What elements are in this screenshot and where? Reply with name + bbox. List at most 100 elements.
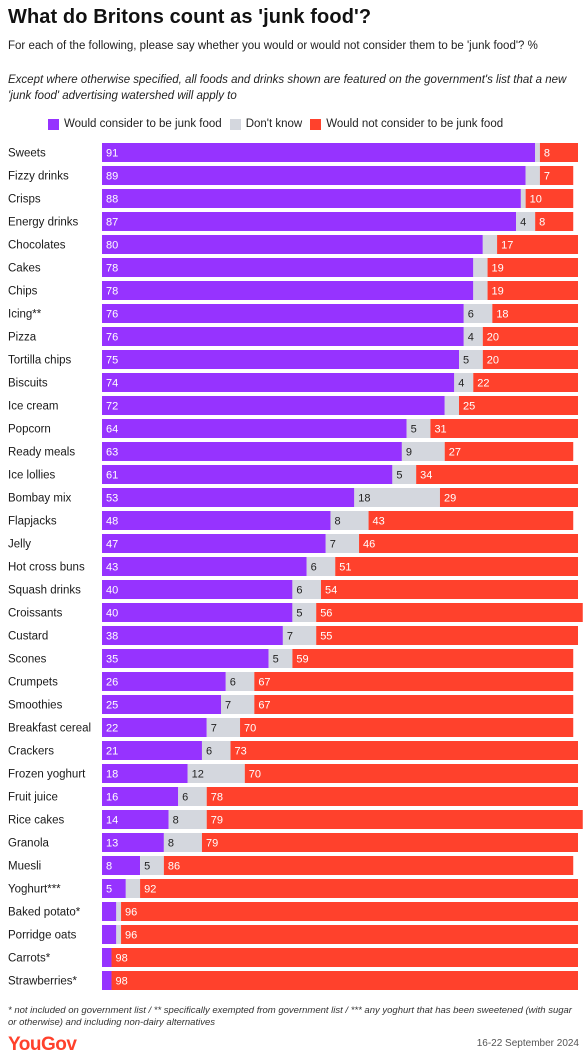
bar-cakes-not-junk [487,258,578,277]
bar-crackers-junk [102,741,202,760]
bar-cakes-dont-know [473,258,488,277]
bar-chocolates-dont-know [482,235,498,254]
bar-ice-lollies-junk [102,465,393,484]
bar-croissants-dont-know [292,603,317,622]
bar-yoghurt-not-junk [140,879,578,898]
bar-icing-not-junk [492,304,578,323]
category-label-muesli: Muesli [8,861,41,873]
category-label-custard: Custard [8,631,48,643]
category-label-granola: Granola [8,838,50,850]
category-label-fizzy-drinks: Fizzy drinks [8,171,69,183]
bar-crisps-junk [102,189,521,208]
bar-ice-cream-junk [102,396,445,415]
bar-breakfast-cereal-dont-know [206,718,241,737]
category-label-flapjacks: Flapjacks [8,516,57,528]
value-label-custard-junk: 38 [106,631,118,643]
value-label-hot-cross-buns-junk: 43 [106,562,118,574]
value-label-crackers-junk: 21 [106,746,118,758]
bar-cakes-junk [102,258,474,277]
legend-label-dont-know: Don't know [245,118,303,130]
legend-swatch-dont-know [229,118,241,130]
value-label-squash-drinks-junk: 40 [106,585,118,597]
bar-biscuits-junk [102,373,455,392]
bar-fizzy-drinks-not-junk [539,166,574,185]
category-label-hot-cross-buns: Hot cross buns [8,562,85,574]
value-label-smoothies-dont-know: 7 [225,700,231,712]
value-label-chips-junk: 78 [106,286,118,298]
value-label-croissants-not-junk: 56 [320,608,332,620]
bar-granola-dont-know [163,833,202,852]
bar-popcorn-not-junk [430,419,578,438]
category-label-ready-meals: Ready meals [8,447,75,459]
value-label-icing-not-junk: 18 [496,309,508,321]
value-label-squash-drinks-not-junk: 54 [325,585,337,597]
value-label-popcorn-dont-know: 5 [411,424,417,436]
value-label-popcorn-not-junk: 31 [434,424,446,436]
bar-ready-meals-dont-know [401,442,445,461]
value-label-smoothies-junk: 25 [106,700,118,712]
value-label-carrots-not-junk: 98 [116,953,128,965]
bar-crisps-not-junk [525,189,574,208]
value-label-rice-cakes-dont-know: 8 [173,815,179,827]
value-label-biscuits-not-junk: 22 [477,378,489,390]
value-label-flapjacks-not-junk: 43 [373,516,385,528]
bar-chocolates-junk [102,235,483,254]
bar-crackers-not-junk [230,741,578,760]
value-label-scones-not-junk: 59 [296,654,308,666]
chart-title: What do Britons count as 'junk food'? [8,6,372,28]
value-label-bombay-mix-not-junk: 29 [444,493,456,505]
bar-scones-not-junk [292,649,574,668]
bar-squash-drinks-not-junk [320,580,578,599]
yougov-logo: YouGov [8,1034,77,1055]
bar-bombay-mix-not-junk [439,488,578,507]
legend-label-not-junk: Would not consider to be junk food [326,118,504,130]
value-label-sweets-junk: 91 [106,148,118,160]
bar-ice-lollies-not-junk [416,465,578,484]
value-label-jelly-not-junk: 46 [363,539,375,551]
value-label-crumpets-junk: 26 [106,677,118,689]
bar-energy-drinks-junk [102,212,517,231]
bar-tortilla-chips-not-junk [482,350,578,369]
bar-baked-potato-not-junk [121,902,578,921]
bar-frozen-yoghurt-junk [102,764,188,783]
category-label-fruit-juice: Fruit juice [8,792,58,804]
category-label-yoghurt: Yoghurt*** [8,884,61,896]
bar-porridge-oats-dont-know [116,925,122,944]
value-label-icing-junk: 76 [106,309,118,321]
value-label-crisps-junk: 88 [106,194,118,206]
bar-jelly-junk [102,534,326,553]
category-label-strawberries: Strawberries* [8,976,78,988]
bar-pizza-not-junk [482,327,578,346]
category-label-pizza: Pizza [8,332,37,344]
bar-biscuits-dont-know [454,373,474,392]
value-label-popcorn-junk: 64 [106,424,118,436]
bar-porridge-oats-not-junk [121,925,578,944]
bar-strawberries-not-junk [111,971,579,990]
value-label-scones-dont-know: 5 [273,654,279,666]
category-label-croissants: Croissants [8,608,63,620]
bar-squash-drinks-junk [102,580,293,599]
value-label-crumpets-dont-know: 6 [230,677,236,689]
value-label-pizza-dont-know: 4 [468,332,474,344]
category-label-porridge-oats: Porridge oats [8,930,77,942]
category-label-rice-cakes: Rice cakes [8,815,64,827]
category-label-jelly: Jelly [8,539,31,551]
bar-bombay-mix-junk [102,488,355,507]
value-label-tortilla-chips-not-junk: 20 [487,355,499,367]
legend: Would consider to be junk food Don't kno… [48,116,511,132]
bar-ready-meals-not-junk [444,442,574,461]
value-label-strawberries-not-junk: 98 [116,976,128,988]
value-label-biscuits-dont-know: 4 [458,378,464,390]
value-label-bombay-mix-dont-know: 18 [358,493,370,505]
value-label-smoothies-not-junk: 67 [258,700,270,712]
value-label-jelly-junk: 47 [106,539,118,551]
chart-note: Except where otherwise specified, all fo… [8,74,567,102]
bar-strawberries-junk [102,971,112,990]
value-label-breakfast-cereal-dont-know: 7 [211,723,217,735]
value-label-croissants-dont-know: 5 [296,608,302,620]
value-label-flapjacks-dont-know: 8 [334,516,340,528]
value-label-yoghurt-not-junk: 92 [144,884,156,896]
category-label-sweets: Sweets [8,148,46,160]
value-label-ice-lollies-not-junk: 34 [420,470,432,482]
